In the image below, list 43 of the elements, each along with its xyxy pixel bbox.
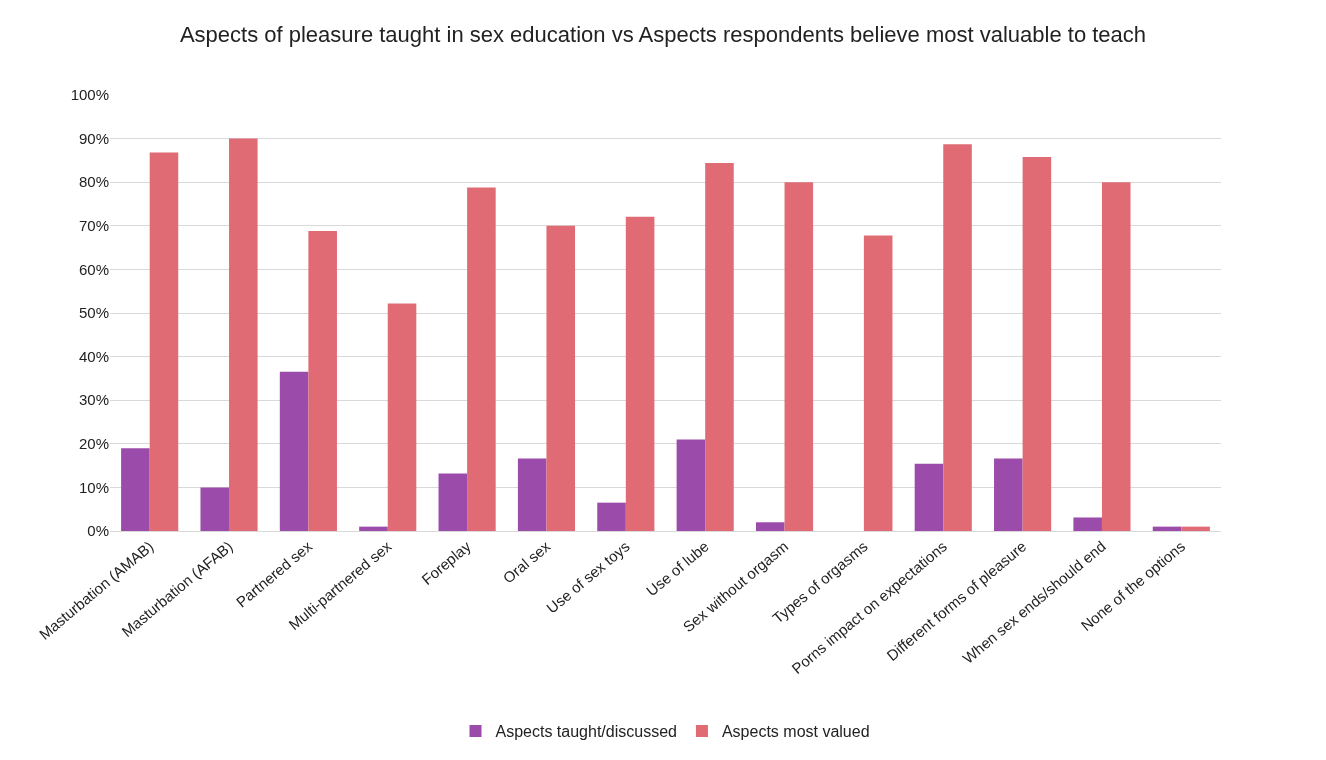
bar — [1073, 517, 1102, 531]
y-tick-label: 40% — [78, 347, 109, 365]
y-tick-label: 70% — [78, 217, 109, 235]
bar — [517, 458, 547, 531]
legend-label: Aspects most valued — [721, 723, 870, 741]
bar — [200, 487, 230, 531]
bar — [387, 303, 417, 531]
chart-title: Aspects of pleasure taught in sex education vs Aspects respondents believe most valuable to teach — [179, 22, 1147, 47]
bar — [597, 502, 626, 531]
bar — [943, 144, 972, 531]
y-tick-label: 0% — [87, 522, 109, 540]
bar — [784, 182, 814, 531]
y-tick-label: 20% — [78, 435, 109, 453]
bar — [863, 235, 893, 531]
bar — [994, 458, 1023, 531]
y-tick-label: 10% — [78, 478, 109, 496]
bar — [676, 439, 706, 531]
x-tick-label: Oral sex — [499, 537, 554, 587]
bar — [149, 152, 179, 531]
bar — [1101, 182, 1131, 531]
bar — [755, 522, 785, 531]
bar — [1181, 526, 1210, 531]
bar — [467, 187, 496, 531]
bar — [1152, 526, 1182, 531]
bar — [546, 225, 576, 531]
y-tick-label: 100% — [70, 86, 109, 104]
legend-label: Aspects taught/discussed — [495, 723, 677, 741]
bar — [308, 231, 337, 531]
bar — [359, 526, 388, 531]
y-tick-label: 90% — [78, 129, 109, 147]
bar — [229, 138, 258, 531]
bar — [914, 463, 944, 531]
x-tick-label: Use of lube — [642, 537, 712, 600]
y-tick-label: 60% — [78, 260, 109, 278]
bar — [279, 371, 309, 531]
y-tick-label: 80% — [78, 173, 109, 191]
bar — [438, 473, 468, 531]
y-tick-label: 30% — [78, 391, 109, 409]
y-tick-label: 50% — [78, 304, 109, 322]
bar — [1022, 156, 1052, 531]
bar — [625, 216, 655, 531]
bar — [121, 448, 150, 531]
bar — [705, 163, 734, 531]
